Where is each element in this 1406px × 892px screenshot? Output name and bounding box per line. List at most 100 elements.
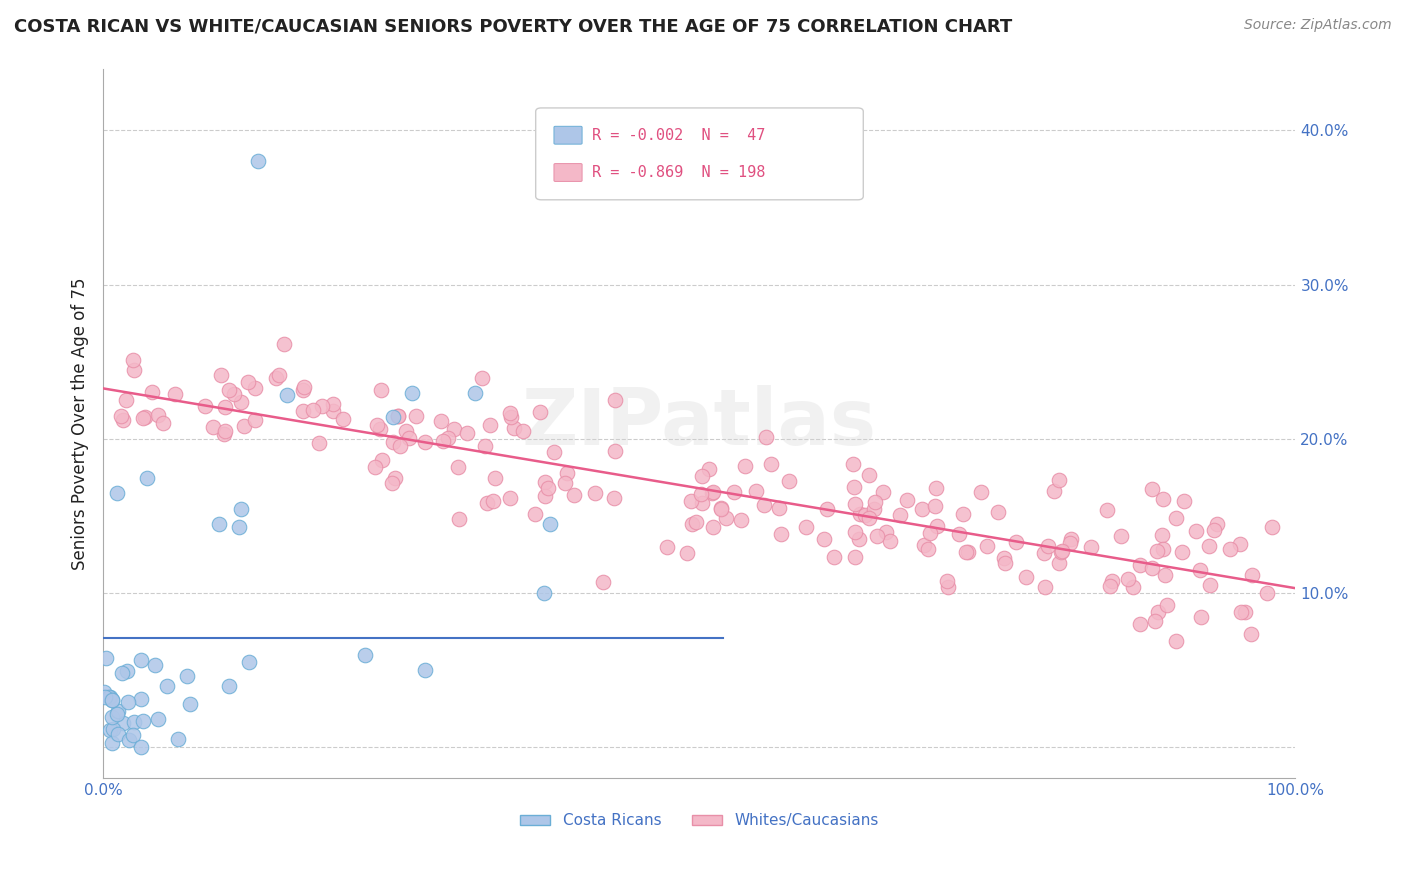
Point [583,486,606,500]
Point [1152,491,1174,506]
Point [1005,535,1028,549]
Point [1202,523,1225,537]
Point [143,657,166,672]
Point [710,501,733,516]
Point [1043,483,1066,498]
Point [1143,614,1166,628]
Point [1166,511,1188,525]
Point [1198,539,1220,553]
Point [1098,579,1121,593]
Point [228,520,250,534]
Point [214,400,236,414]
Point [229,394,252,409]
Point [398,431,420,445]
Point [844,550,866,565]
Point [1097,503,1119,517]
Point [141,384,163,399]
Point [165,386,187,401]
Point [1101,574,1123,589]
Point [702,520,724,534]
Point [603,444,626,458]
Point [844,525,866,540]
Point [538,516,561,531]
Point [770,526,793,541]
Point [681,517,703,532]
Point [387,409,409,424]
Point [702,485,724,500]
Point [101,723,124,737]
Point [209,368,232,382]
Point [924,499,946,513]
Point [100,736,122,750]
Point [107,705,129,719]
Point [115,664,138,678]
Point [456,425,478,440]
Point [291,404,314,418]
Point [218,679,240,693]
Point [1198,578,1220,592]
Point [533,475,555,489]
Point [111,666,134,681]
Point [273,337,295,351]
Point [723,484,745,499]
Point [98,690,121,704]
Point [502,421,524,435]
Point [166,732,188,747]
Point [322,404,344,418]
Point [481,494,503,508]
Point [389,440,412,454]
Point [152,417,174,431]
Point [543,445,565,459]
Point [1047,556,1070,570]
Point [605,392,627,407]
Point [112,413,135,427]
Point [107,727,129,741]
Point [146,408,169,422]
Point [710,500,733,515]
Point [925,519,948,533]
Point [124,362,146,376]
Point [1036,539,1059,553]
Point [401,386,423,401]
Point [752,498,775,512]
Point [603,491,626,505]
Point [471,371,494,385]
Point [1049,545,1071,559]
Point [734,458,756,473]
Point [1032,546,1054,560]
Point [1129,617,1152,632]
Point [311,399,333,413]
Point [499,405,522,419]
Point [1188,563,1211,577]
Point [498,491,520,505]
Point [101,692,124,706]
Point [842,480,865,494]
Point [1239,627,1261,641]
Point [592,575,614,590]
Point [208,517,231,532]
Point [918,526,941,541]
Point [858,510,880,524]
Point [813,532,835,546]
Point [815,502,838,516]
Point [432,434,454,448]
Point [1189,610,1212,624]
Point [387,409,409,423]
Point [131,653,153,667]
Point [1164,633,1187,648]
Point [132,411,155,425]
Point [1256,586,1278,600]
Point [875,525,897,540]
Point [1152,541,1174,556]
Point [146,712,169,726]
Point [437,431,460,445]
Point [896,492,918,507]
Point [994,557,1017,571]
Point [368,422,391,436]
Point [976,540,998,554]
Point [366,417,388,432]
Point [849,508,872,522]
Point [238,655,260,669]
Point [844,497,866,511]
Point [246,154,269,169]
